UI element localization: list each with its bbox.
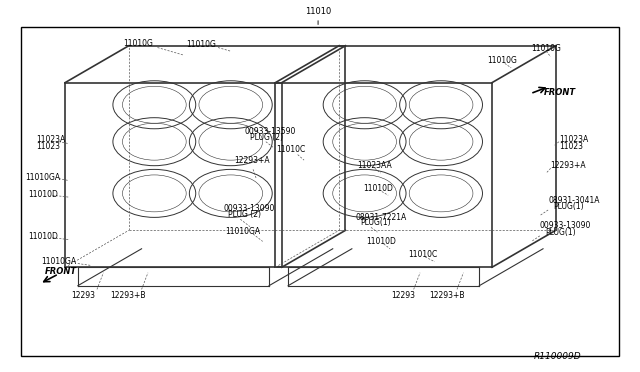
Text: 11010D: 11010D [366,237,396,246]
Text: 08931-7221A: 08931-7221A [355,212,406,221]
Text: 12293: 12293 [392,291,415,300]
Text: 11023A: 11023A [36,135,66,144]
Text: 12293+A: 12293+A [550,161,586,170]
Text: PLUG(1): PLUG(1) [360,218,391,227]
Text: 11010C: 11010C [408,250,437,259]
Text: 11010GA: 11010GA [26,173,61,182]
Text: R110009D: R110009D [534,352,581,361]
Text: 11010G: 11010G [488,56,518,65]
Text: 11010GA: 11010GA [42,257,77,266]
Text: PLUG(1): PLUG(1) [545,228,575,237]
Text: 11010D: 11010D [28,190,58,199]
Text: 11010C: 11010C [276,145,306,154]
Text: 12293+A: 12293+A [234,156,269,166]
Text: PLUG (2): PLUG (2) [228,210,260,219]
Text: 11010: 11010 [305,7,332,16]
Text: 12293+B: 12293+B [429,291,465,300]
Text: 11023AA: 11023AA [357,161,392,170]
Text: 11023: 11023 [36,142,60,151]
Text: PLUG (2): PLUG (2) [250,133,283,142]
Text: 00933-13090: 00933-13090 [540,221,591,230]
Text: 11010GA: 11010GA [226,227,261,235]
Text: 11010G: 11010G [532,44,561,53]
Text: 12293+B: 12293+B [109,291,145,300]
Text: 00933-13590: 00933-13590 [245,127,296,136]
Text: PLUG(1): PLUG(1) [553,202,584,211]
Text: 11010D: 11010D [364,184,393,193]
Text: 11010G: 11010G [124,39,154,48]
Text: 11010D: 11010D [28,232,58,241]
Text: 11023: 11023 [559,142,583,151]
Text: 00933-13090: 00933-13090 [223,204,275,214]
Text: FRONT: FRONT [45,267,77,276]
Text: 11023A: 11023A [559,135,588,144]
Text: 11010G: 11010G [186,40,216,49]
Text: FRONT: FRONT [544,89,577,97]
Text: 12293: 12293 [72,291,95,300]
Text: 08931-3041A: 08931-3041A [548,196,600,205]
